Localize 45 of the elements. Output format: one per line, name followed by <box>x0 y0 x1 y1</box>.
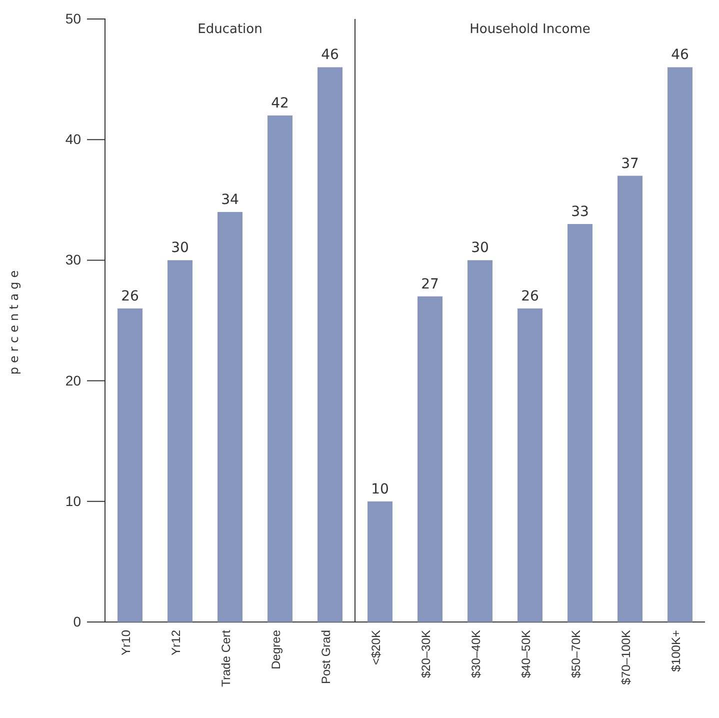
x-tick-label: Trade Cert <box>219 629 234 687</box>
data-label: 46 <box>321 47 339 64</box>
bar <box>218 212 242 622</box>
bar <box>518 308 542 622</box>
chart-title: Education <box>198 22 262 37</box>
data-label: 42 <box>271 95 289 112</box>
x-tick-label: $50–70K <box>569 630 584 678</box>
bar <box>168 260 192 622</box>
y-axis-title: percentage <box>7 266 21 375</box>
x-tick-label: $20–30K <box>419 630 434 678</box>
data-label: 46 <box>671 47 689 64</box>
y-tick-label: 50 <box>65 10 82 26</box>
y-tick-label: 0 <box>73 613 82 630</box>
data-label: 30 <box>171 240 189 256</box>
bar <box>418 296 442 622</box>
x-tick-label: <$20K <box>369 630 384 666</box>
bar <box>268 115 292 622</box>
data-label: 26 <box>121 288 139 304</box>
data-label: 37 <box>621 156 639 172</box>
bar <box>618 176 642 622</box>
bar <box>318 67 342 622</box>
y-tick-label: 40 <box>65 131 82 148</box>
bar <box>568 224 592 622</box>
y-tick-label: 20 <box>65 372 82 388</box>
chart-title: Household Income <box>470 22 590 37</box>
x-tick-label: $100K+ <box>669 630 684 672</box>
y-tick-label: 10 <box>65 492 82 509</box>
bar <box>118 308 142 622</box>
bar <box>368 501 392 622</box>
x-tick-label: $30–40K <box>469 630 484 678</box>
x-tick-label: $70–100K <box>619 630 634 685</box>
data-label: 30 <box>471 240 489 256</box>
x-tick-label: Degree <box>269 630 284 670</box>
x-tick-label: Yr12 <box>169 630 184 656</box>
data-label: 10 <box>371 481 389 498</box>
data-label: 34 <box>221 192 239 208</box>
x-tick-label: Post Grad <box>319 630 334 684</box>
bar <box>668 67 692 622</box>
data-label: 33 <box>571 204 589 220</box>
bar <box>468 260 492 622</box>
y-tick-label: 30 <box>65 252 82 268</box>
x-tick-label: $40–50K <box>519 630 534 678</box>
data-label: 27 <box>421 276 439 292</box>
x-tick-label: Yr10 <box>119 630 134 656</box>
data-label: 26 <box>521 288 539 304</box>
